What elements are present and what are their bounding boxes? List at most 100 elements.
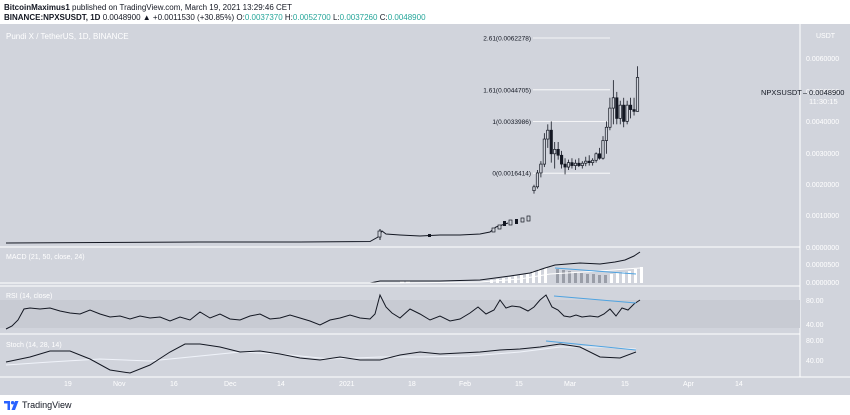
time-axis: 19 Nov 16 Dec 14 2021 18 Feb 15 Mar 15 A… bbox=[64, 381, 743, 388]
candle-body[interactable] bbox=[625, 104, 629, 122]
open-label: O: bbox=[236, 13, 245, 22]
low-label: L: bbox=[332, 13, 340, 22]
fib-level-label: 1.61(0.0044705) bbox=[483, 87, 531, 94]
close-label: C: bbox=[379, 13, 388, 22]
candle-body[interactable] bbox=[601, 140, 605, 159]
last-price-dash: – bbox=[803, 88, 808, 97]
time-tick: 14 bbox=[735, 381, 743, 388]
time-tick: Feb bbox=[459, 381, 471, 388]
candle-body[interactable] bbox=[539, 163, 543, 174]
macd-trendline bbox=[554, 267, 637, 275]
time-tick: Nov bbox=[113, 381, 126, 388]
price-change: ▲ +0.0011530 (+30.85%) bbox=[142, 13, 235, 22]
stoch-k-line bbox=[5, 343, 637, 374]
candle-body[interactable] bbox=[549, 129, 553, 155]
rsi-band bbox=[0, 300, 800, 328]
history-bars bbox=[5, 215, 531, 244]
price-tick: 0.0030000 bbox=[806, 151, 839, 158]
open-value: 0.0037370 bbox=[244, 13, 283, 22]
rsi-trendline bbox=[553, 295, 637, 304]
candle-body[interactable] bbox=[542, 138, 546, 165]
fib-level-label: 1(0.0033986) bbox=[492, 119, 531, 126]
time-tick: 19 bbox=[64, 381, 72, 388]
fib-level-label: 2.61(0.0062278) bbox=[483, 36, 531, 43]
last-price-tag: NPXSUSDT – 0.0048900 11:30:15 bbox=[761, 88, 844, 106]
time-tick: 2021 bbox=[339, 381, 355, 388]
candle-body[interactable] bbox=[591, 159, 595, 163]
candle-body[interactable] bbox=[553, 149, 557, 155]
candle-body[interactable] bbox=[611, 97, 615, 109]
macd-tick: 0.0000500 bbox=[806, 262, 839, 269]
time-tick: 18 bbox=[408, 381, 416, 388]
candle-body[interactable] bbox=[556, 149, 560, 156]
price-tick: 0.0060000 bbox=[806, 56, 839, 63]
candle-body[interactable] bbox=[632, 109, 636, 112]
candle-body[interactable] bbox=[594, 153, 598, 161]
time-tick: 15 bbox=[515, 381, 523, 388]
last-price-value: 0.0048900 bbox=[809, 88, 844, 97]
stoch-tick: 80.00 bbox=[806, 338, 824, 345]
publish-line: BitcoinMaximus1 published on TradingView… bbox=[4, 3, 292, 13]
time-tick: Dec bbox=[224, 381, 237, 388]
author-name[interactable]: BitcoinMaximus1 bbox=[4, 3, 70, 12]
symbol-name: BINANCE:NPXSUSDT, 1D bbox=[4, 13, 101, 22]
candle-body[interactable] bbox=[573, 162, 577, 166]
time-tick: 15 bbox=[621, 381, 629, 388]
macd-label: MACD (21, 50, close, 24) bbox=[6, 254, 85, 261]
macd-histogram-up2 bbox=[610, 267, 643, 283]
candle-body[interactable] bbox=[615, 97, 619, 119]
candle-body[interactable] bbox=[563, 163, 567, 168]
stoch-trendline bbox=[545, 340, 637, 351]
macd-tick: 0.0000000 bbox=[806, 280, 839, 287]
last-price: 0.0048900 bbox=[102, 13, 141, 22]
symbol-line: BINANCE:NPXSUSDT, 1D 0.0048900 ▲ +0.0011… bbox=[4, 13, 426, 23]
candle-body[interactable] bbox=[570, 162, 574, 166]
publish-text: published on TradingView.com, March 19, … bbox=[72, 3, 293, 12]
high-value: 0.0052700 bbox=[292, 13, 331, 22]
candle-body[interactable] bbox=[560, 154, 564, 165]
rsi-line bbox=[5, 293, 641, 330]
candle-body[interactable] bbox=[608, 107, 612, 128]
candle-body[interactable] bbox=[597, 153, 602, 159]
rsi-label: RSI (14, close) bbox=[6, 293, 52, 300]
price-tick: 0.0010000 bbox=[806, 213, 839, 220]
macd-line bbox=[0, 251, 641, 284]
tradingview-brand[interactable]: TradingView bbox=[22, 400, 72, 410]
candle-body[interactable] bbox=[535, 172, 540, 188]
footer: TradingView bbox=[0, 395, 850, 415]
trading-chart[interactable]: Pundi X / TetherUS, 1D, BINANCE USDT 0.0… bbox=[0, 24, 850, 395]
time-tick: Apr bbox=[683, 381, 695, 388]
candle-body[interactable] bbox=[566, 162, 571, 168]
price-tick: 0.0040000 bbox=[806, 119, 839, 126]
close-value: 0.0048900 bbox=[387, 13, 426, 22]
time-tick: Mar bbox=[564, 381, 577, 388]
pane-title: Pundi X / TetherUS, 1D, BINANCE bbox=[6, 32, 129, 41]
tradingview-logo-icon[interactable] bbox=[4, 399, 19, 411]
candle-body[interactable] bbox=[577, 162, 581, 166]
candle-body[interactable] bbox=[584, 160, 588, 164]
rsi-tick: 80.00 bbox=[806, 298, 824, 305]
macd-histogram-down bbox=[556, 269, 607, 283]
time-tick: 14 bbox=[277, 381, 285, 388]
candle-countdown: 11:30:15 bbox=[809, 97, 838, 106]
candle-body[interactable] bbox=[546, 129, 550, 140]
high-label: H: bbox=[284, 13, 293, 22]
time-tick: 16 bbox=[170, 381, 178, 388]
chart-background bbox=[0, 24, 850, 395]
price-tick: 0.0020000 bbox=[806, 182, 839, 189]
price-tick: 0.0000000 bbox=[806, 245, 839, 252]
last-price-symbol: NPXSUSDT bbox=[761, 88, 802, 97]
candle-body[interactable] bbox=[604, 126, 609, 141]
candle-body[interactable] bbox=[618, 104, 622, 119]
candle-body[interactable] bbox=[587, 160, 591, 163]
price-tick: 0.0050000 bbox=[806, 89, 839, 96]
stoch-tick: 40.00 bbox=[806, 358, 824, 365]
candle-body[interactable] bbox=[635, 77, 640, 112]
candle-body[interactable] bbox=[629, 104, 633, 110]
candle-body[interactable] bbox=[580, 162, 584, 166]
candle-body[interactable] bbox=[532, 186, 536, 191]
rsi-tick: 40.00 bbox=[806, 322, 824, 329]
candle-body[interactable] bbox=[622, 104, 626, 122]
fib-level-label: 0(0.0016414) bbox=[492, 171, 531, 178]
price-axis-unit: USDT bbox=[816, 33, 836, 40]
